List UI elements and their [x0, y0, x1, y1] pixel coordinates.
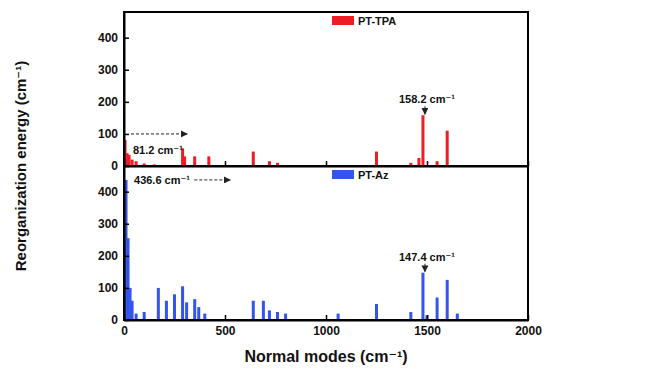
x-tick: 1500: [414, 315, 441, 338]
annotation-arrow: [424, 106, 425, 114]
annotation: 81.2 cm⁻¹: [133, 144, 183, 156]
annotation: 436.6 cm⁻¹: [134, 174, 190, 186]
bar: [183, 156, 186, 166]
bar: [207, 156, 210, 166]
annotation-arrow: [131, 133, 187, 134]
annotation-arrow: [194, 179, 230, 180]
bar: [276, 312, 279, 320]
bar: [193, 156, 196, 166]
x-tick-label: 2000: [515, 324, 542, 338]
bar: [131, 301, 134, 320]
panel: 0 100 200 300 400 PT-TPA 81.2 cm⁻¹ 158.2 cm⁻¹: [98, 12, 529, 173]
panel: 0 500 1000 1500 2000 0 100 200 300 400 PT-Az 436.6 …: [98, 166, 542, 338]
legend-swatch: [332, 16, 354, 25]
bars: [124, 115, 449, 166]
bar: [268, 310, 271, 320]
y-tick-label: 100: [98, 281, 118, 295]
bar: [193, 299, 196, 320]
x-tick-label: 0: [121, 324, 128, 338]
bar: [128, 155, 131, 166]
y-tick-label: 300: [98, 217, 118, 231]
x-tick: 1000: [313, 315, 340, 338]
annotation: 147.4 cm⁻¹: [399, 251, 455, 263]
bar: [262, 301, 265, 320]
annotation-arrow: [424, 264, 425, 272]
y-tick-label: 300: [98, 63, 118, 77]
x-axis-title: Normal modes (cm⁻¹): [244, 348, 407, 365]
y-tick-label: 100: [98, 127, 118, 141]
bar: [375, 152, 378, 166]
x-tick: 500: [215, 315, 235, 338]
bar: [446, 280, 449, 320]
y-tick-label: 200: [98, 95, 118, 109]
x-tick-label: 1000: [313, 324, 340, 338]
annotation: 158.2 cm⁻¹: [399, 93, 455, 105]
bars: [125, 180, 459, 320]
bar: [185, 302, 188, 320]
y-tick-label: 400: [98, 31, 118, 45]
bar: [421, 273, 424, 320]
legend-swatch: [332, 170, 354, 179]
y-tick-label: 0: [111, 159, 118, 173]
plot-frame: [124, 12, 528, 166]
bar: [417, 158, 420, 166]
bar: [143, 312, 146, 320]
bar: [157, 288, 160, 320]
bar: [409, 312, 412, 320]
bar: [446, 131, 449, 166]
bar: [165, 301, 168, 320]
y-tick-label: 200: [98, 249, 118, 263]
bar: [375, 304, 378, 320]
bar: [436, 298, 439, 320]
plot-frame: [124, 166, 528, 320]
legend-label: PT-Az: [358, 169, 389, 181]
y-axis-title: Reorganization energy (cm⁻¹): [12, 61, 29, 271]
x-tick-label: 500: [215, 324, 235, 338]
y-tick-label: 400: [98, 185, 118, 199]
bar: [252, 301, 255, 320]
chart-root: 0 100 200 300 400 PT-TPA 81.2 cm⁻¹ 158.2 cm⁻¹ Re…: [0, 0, 645, 371]
bar: [421, 115, 424, 166]
bar: [197, 307, 200, 320]
bar: [173, 294, 176, 320]
legend-label: PT-TPA: [358, 15, 396, 27]
x-axis: 0 500 1000 1500 2000: [121, 315, 542, 338]
y-tick-label: 0: [111, 313, 118, 327]
bar: [181, 286, 184, 320]
bar: [252, 152, 255, 166]
x-tick-label: 1500: [414, 324, 441, 338]
